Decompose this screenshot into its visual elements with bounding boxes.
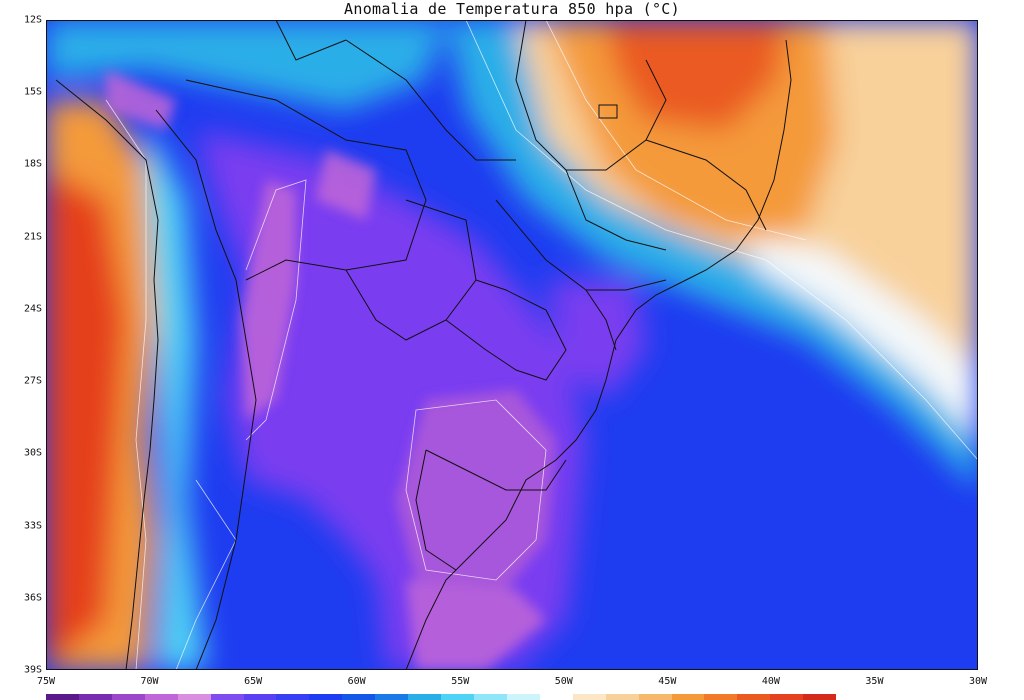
colorbar	[46, 694, 836, 700]
lon-tick-label: 55W	[451, 676, 470, 687]
field-red-core	[606, 20, 786, 130]
colorbar-swatch	[342, 694, 376, 700]
lon-tick-label: 75W	[36, 676, 56, 687]
lon-tick-label: 50W	[554, 676, 573, 687]
lat-tick-label: 24S	[23, 303, 42, 315]
lat-tick-label: 33S	[23, 520, 42, 532]
lon-tick-label: 45W	[658, 676, 677, 687]
lon-tick-label: 35W	[865, 676, 884, 687]
lat-tick-label: 27S	[23, 375, 42, 387]
colorbar-swatch	[210, 694, 244, 700]
colorbar-swatch	[506, 694, 540, 700]
lat-tick-label: 15S	[23, 86, 42, 98]
field-magenta-south	[406, 580, 546, 670]
field-magenta-nw	[106, 70, 176, 130]
field-white-band	[746, 240, 978, 440]
map-title: Anomalia de Temperatura 850 hpa (°C)	[344, 0, 680, 18]
colorbar-swatch	[375, 694, 409, 700]
colorbar-swatch	[704, 694, 738, 700]
field-purple-southeast	[546, 280, 646, 400]
lat-tick-label: 12S	[23, 14, 42, 26]
colorbar-swatch	[111, 694, 145, 700]
colorbar-swatch	[737, 694, 771, 700]
field-red-west	[46, 170, 126, 670]
colorbar-swatch	[605, 694, 639, 700]
lat-tick-label: 21S	[23, 231, 42, 243]
colorbar-swatch	[770, 694, 804, 700]
coastline-borders	[55, 20, 792, 670]
colorbar-swatch	[243, 694, 277, 700]
lon-tick-label: 40W	[761, 676, 780, 687]
lat-tick-label: 39S	[23, 664, 42, 676]
colorbar-swatch	[803, 694, 836, 700]
lon-tick-label: 70W	[140, 676, 159, 687]
colorbar-swatch	[408, 694, 442, 700]
colorbar-swatch	[441, 694, 474, 700]
field-cyan-andes	[146, 120, 206, 670]
field-magenta-north	[316, 150, 376, 220]
lon-tick-label: 30W	[968, 676, 988, 687]
colorbar-swatch	[572, 694, 606, 700]
field-light-blue-north	[46, 20, 446, 110]
colorbar-swatch	[671, 694, 705, 700]
colorbar-swatch	[46, 694, 79, 700]
lat-tick-label: 30S	[23, 447, 42, 459]
colorbar-swatch	[276, 694, 310, 700]
colorbar-swatch	[638, 694, 672, 700]
map-frame	[46, 20, 978, 670]
colorbar-swatch	[309, 694, 343, 700]
colorbar-swatch	[78, 694, 112, 700]
colorbar-swatch	[177, 694, 211, 700]
field-magenta-rs	[396, 390, 556, 590]
lat-tick-label: 18S	[23, 158, 42, 170]
colorbar-swatch	[473, 694, 507, 700]
colorbar-swatch	[539, 694, 573, 700]
temperature-anomaly-map	[46, 20, 978, 670]
colorbar-swatch	[144, 694, 178, 700]
lon-tick-label: 65W	[244, 676, 263, 687]
field-light-blue-band	[446, 20, 978, 490]
lat-tick-label: 36S	[23, 592, 42, 604]
lon-tick-label: 60W	[347, 676, 366, 687]
field-magenta-strip	[241, 180, 296, 420]
